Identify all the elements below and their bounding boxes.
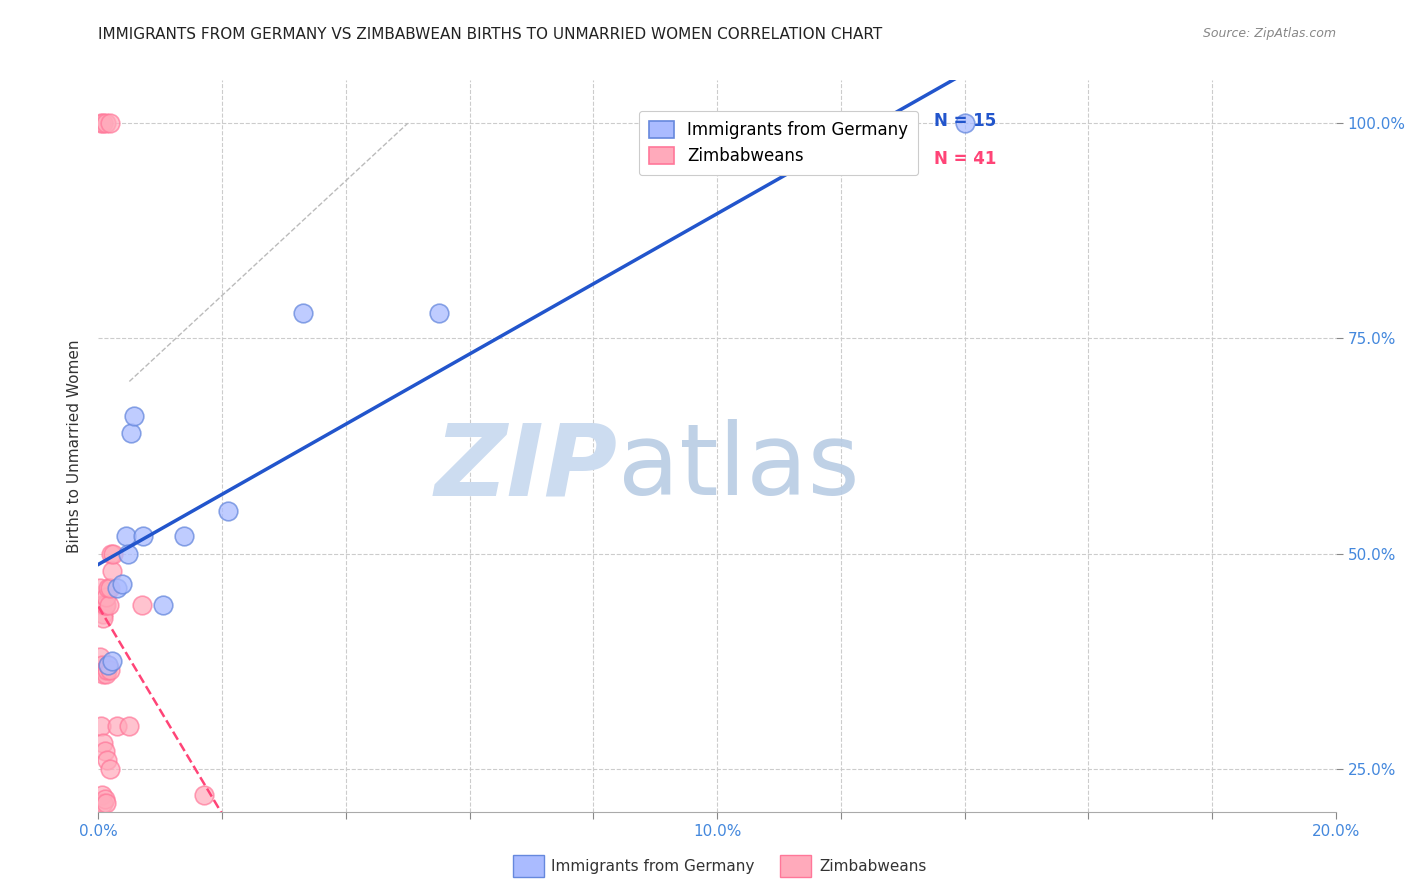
Point	[132, 529, 155, 543]
Point	[131, 598, 153, 612]
Point	[117, 547, 139, 561]
Point	[115, 529, 138, 543]
Point	[98, 663, 121, 677]
Legend: Immigrants from Germany, Zimbabweans: Immigrants from Germany, Zimbabweans	[638, 111, 918, 175]
Point	[97, 658, 120, 673]
Point	[96, 590, 118, 604]
Text: ZIP: ZIP	[434, 419, 619, 516]
Point	[152, 598, 174, 612]
Point	[97, 658, 120, 673]
Point	[111, 576, 134, 591]
Point	[96, 796, 118, 810]
Text: Zimbabweans: Zimbabweans	[820, 859, 927, 873]
Point	[105, 581, 128, 595]
Point	[93, 744, 115, 758]
Point	[242, 856, 264, 871]
Point	[89, 581, 111, 595]
Point	[953, 116, 976, 130]
Point	[103, 547, 125, 561]
Point	[91, 116, 114, 130]
Point	[427, 305, 450, 319]
Point	[98, 116, 121, 130]
Point	[94, 667, 117, 681]
Point	[97, 581, 120, 595]
Point	[93, 667, 115, 681]
Text: atlas: atlas	[619, 419, 859, 516]
Point	[93, 663, 115, 677]
Point	[124, 409, 146, 423]
Text: R =  0.820: R = 0.820	[797, 112, 894, 129]
Point	[98, 581, 121, 595]
Point	[118, 719, 141, 733]
Point	[101, 654, 124, 668]
Point	[97, 839, 120, 854]
Point	[90, 658, 112, 673]
Point	[90, 719, 112, 733]
Point	[89, 649, 111, 664]
Point	[193, 788, 215, 802]
Point	[96, 116, 118, 130]
Text: Source: ZipAtlas.com: Source: ZipAtlas.com	[1202, 27, 1336, 40]
Point	[100, 856, 122, 871]
Point	[90, 598, 112, 612]
Point	[91, 607, 114, 621]
Point	[291, 305, 314, 319]
Text: IMMIGRANTS FROM GERMANY VS ZIMBABWEAN BIRTHS TO UNMARRIED WOMEN CORRELATION CHAR: IMMIGRANTS FROM GERMANY VS ZIMBABWEAN BI…	[98, 27, 883, 42]
Point	[93, 792, 115, 806]
Point	[96, 753, 118, 767]
Point	[173, 529, 195, 543]
Point	[98, 762, 121, 776]
Point	[93, 611, 115, 625]
Text: R =  0.351: R = 0.351	[797, 151, 894, 169]
Point	[91, 736, 114, 750]
Point	[91, 796, 114, 810]
Text: Immigrants from Germany: Immigrants from Germany	[551, 859, 755, 873]
Point	[96, 663, 118, 677]
Point	[97, 598, 120, 612]
Point	[94, 598, 117, 612]
Y-axis label: Births to Unmarried Women: Births to Unmarried Women	[66, 339, 82, 553]
Point	[93, 598, 115, 612]
Point	[101, 564, 124, 578]
Point	[90, 116, 112, 130]
Point	[105, 719, 128, 733]
Point	[100, 547, 122, 561]
Point	[120, 426, 142, 441]
Point	[217, 503, 239, 517]
Text: N = 41: N = 41	[934, 151, 995, 169]
Point	[90, 788, 112, 802]
Text: N = 15: N = 15	[934, 112, 995, 129]
